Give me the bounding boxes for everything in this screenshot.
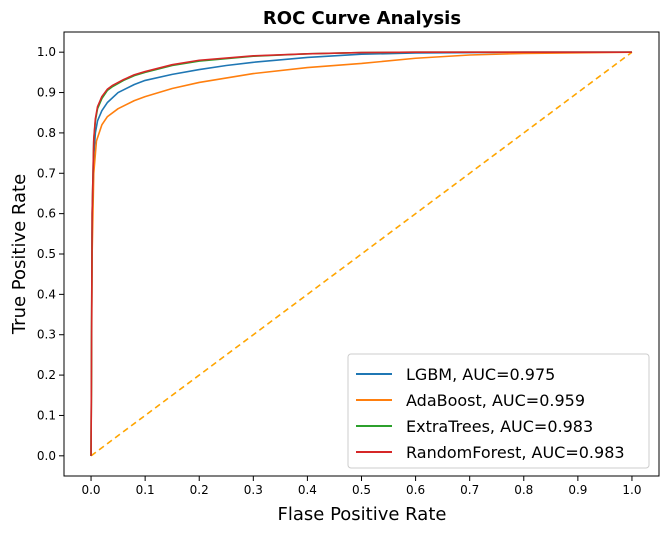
x-tick-label: 0.9 [568,483,587,497]
reference-diagonal-line [90,51,633,457]
legend-label-2: ExtraTrees, AUC=0.983 [406,417,593,436]
y-tick-label: 0.7 [37,166,56,180]
series-line-3 [90,51,632,456]
y-tick-label: 0.9 [37,86,56,100]
roc-lines [90,51,633,457]
legend-label-1: AdaBoost, AUC=0.959 [406,391,585,410]
y-tick-label: 0.3 [37,328,56,342]
legend-label-3: RandomForest, AUC=0.983 [406,443,625,462]
x-tick-label: 0.2 [190,483,209,497]
plot-frame [63,31,660,477]
x-axis-ticks: 0.0 0.1 0.2 0.3 0.4 0.5 0.6 0.7 0.8 0.9 1.0 [81,476,642,497]
legend-label-0: LGBM, AUC=0.975 [406,365,555,384]
x-tick-label: 0.4 [298,483,317,497]
y-tick-label: 0.4 [37,287,56,301]
x-tick-label: 0.3 [244,483,263,497]
y-axis-label: True Positive Rate [9,174,30,335]
x-tick-label: 0.6 [406,483,425,497]
x-tick-label: 0.1 [136,483,155,497]
y-tick-label: 0.6 [37,207,56,221]
y-tick-label: 0.8 [37,126,56,140]
chart-title: ROC Curve Analysis [263,8,461,29]
y-tick-label: 0.0 [37,449,56,463]
series-line-1 [90,51,632,456]
y-tick-label: 0.5 [37,247,56,261]
y-axis-ticks: 0.0 0.1 0.2 0.3 0.4 0.5 0.6 0.7 0.8 0.9 1.0 [37,45,64,463]
x-tick-label: 0.0 [81,483,100,497]
x-tick-label: 0.7 [460,483,479,497]
y-tick-label: 1.0 [37,45,56,59]
y-tick-label: 0.2 [37,368,56,382]
x-axis-label: Flase Positive Rate [278,504,447,525]
y-tick-label: 0.1 [37,408,56,422]
series-line-0 [90,51,632,456]
x-tick-label: 1.0 [622,483,641,497]
legend-box [347,353,650,469]
x-tick-label: 0.8 [514,483,533,497]
legend: LGBM, AUC=0.975 AdaBoost, AUC=0.959 ExtraT… [347,353,650,469]
x-tick-label: 0.5 [352,483,371,497]
